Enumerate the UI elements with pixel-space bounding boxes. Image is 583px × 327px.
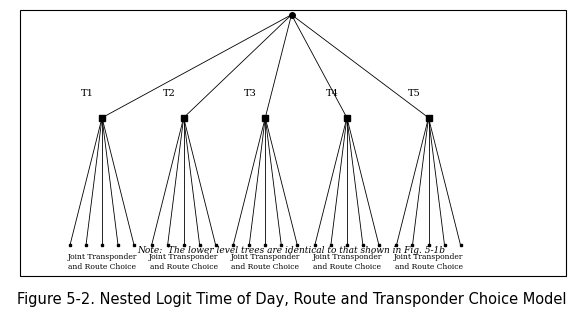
Text: T1: T1	[81, 89, 94, 98]
Text: Figure 5-2. Nested Logit Time of Day, Route and Transponder Choice Model: Figure 5-2. Nested Logit Time of Day, Ro…	[17, 292, 566, 307]
Text: Joint Transponder
and Route Choice: Joint Transponder and Route Choice	[394, 253, 463, 271]
Text: T5: T5	[408, 89, 420, 98]
Text: T2: T2	[163, 89, 175, 98]
Text: Joint Transponder
and Route Choice: Joint Transponder and Route Choice	[68, 253, 136, 271]
Text: T3: T3	[244, 89, 257, 98]
Text: Joint Transponder
and Route Choice: Joint Transponder and Route Choice	[312, 253, 381, 271]
Text: Joint Transponder
and Route Choice: Joint Transponder and Route Choice	[231, 253, 300, 271]
Text: Note:  The lower level trees are identical to that shown in Fig. 5-1b: Note: The lower level trees are identica…	[138, 246, 445, 255]
Bar	[20, 10, 566, 276]
Text: Joint Transponder
and Route Choice: Joint Transponder and Route Choice	[149, 253, 218, 271]
Text: T4: T4	[326, 89, 339, 98]
